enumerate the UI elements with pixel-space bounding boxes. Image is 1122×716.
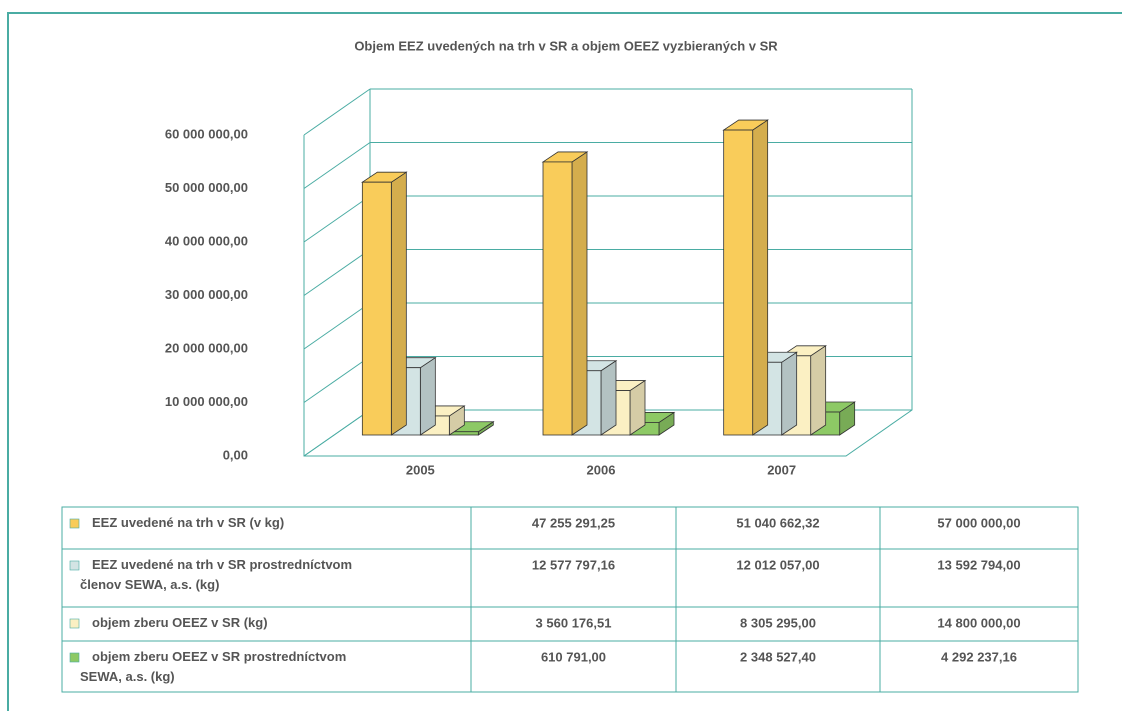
legend-swatch: [69, 618, 80, 629]
y-tick-label: 30 000 000,00: [165, 287, 248, 302]
grid-line-side: [303, 195, 371, 243]
grid-line-side: [303, 409, 371, 457]
table-value: 47 255 291,25: [532, 515, 615, 530]
table-value: 8 305 295,00: [740, 615, 816, 630]
y-tick-label: 60 000 000,00: [165, 126, 248, 141]
bar-front: [542, 161, 573, 436]
table-value: 12 577 797,16: [532, 557, 615, 572]
bar-front: [723, 129, 754, 436]
grid-line-side: [303, 88, 371, 136]
x-tick-label: 2007: [767, 462, 796, 477]
grid-line-side: [303, 142, 371, 189]
bar-side: [419, 356, 436, 436]
bar-side: [571, 151, 588, 436]
table-value: 4 292 237,16: [941, 649, 1017, 664]
bar: [448, 420, 495, 436]
legend-label: objem zberu OEEZ v SR prostredníctvom SEW…: [80, 649, 346, 684]
y-tick-label: 0,00: [223, 447, 248, 462]
grid-line-side: [303, 356, 371, 403]
bar: [541, 151, 589, 436]
legend-label: objem zberu OEEZ v SR (kg): [92, 615, 268, 630]
bar: [361, 171, 408, 436]
y-tick-label: 50 000 000,00: [165, 180, 248, 195]
table-value: 610 791,00: [541, 649, 606, 664]
bar-side: [752, 119, 769, 436]
table-value: 2 348 527,40: [740, 649, 816, 664]
legend-label: EEZ uvedené na trh v SR prostredníctvom č…: [80, 557, 352, 592]
legend-swatch: [69, 518, 80, 529]
frame: [7, 12, 1122, 711]
x-tick-label: 2005: [406, 462, 435, 477]
y-tick-label: 20 000 000,00: [165, 340, 248, 355]
bar-side: [781, 351, 798, 436]
table-value: 14 800 000,00: [937, 615, 1020, 630]
table-value: 13 592 794,00: [937, 557, 1020, 572]
table-border: [61, 506, 1079, 693]
y-tick-label: 40 000 000,00: [165, 233, 248, 248]
x-tick-label: 2006: [587, 462, 616, 477]
y-tick-label: 10 000 000,00: [165, 394, 248, 409]
legend-swatch: [69, 560, 80, 571]
bar-front: [361, 181, 392, 436]
table-value: 57 000 000,00: [937, 515, 1020, 530]
bar-side: [390, 171, 407, 436]
legend-swatch: [69, 652, 80, 663]
grid-line-side: [303, 249, 371, 296]
bar: [722, 119, 769, 436]
table-value: 3 560 176,51: [536, 615, 612, 630]
legend-label: EEZ uvedené na trh v SR (v kg): [92, 515, 284, 530]
table-value: 12 012 057,00: [736, 557, 819, 572]
table-value: 51 040 662,32: [736, 515, 819, 530]
grid-line-side: [303, 302, 371, 350]
bar-side: [600, 359, 617, 436]
chart-title: Objem EEZ uvedených na trh v SR a objem …: [354, 38, 778, 53]
bar-side: [810, 345, 827, 436]
